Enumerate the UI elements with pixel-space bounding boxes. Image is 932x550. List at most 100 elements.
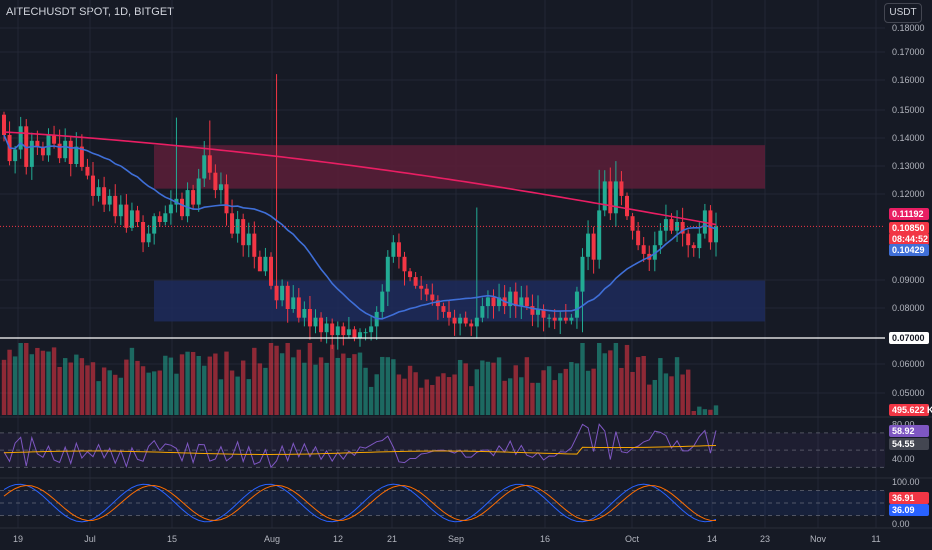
volume-bar (341, 353, 346, 415)
volume-bar (652, 379, 658, 415)
candle-body (586, 233, 591, 257)
volume-bar (713, 405, 719, 415)
volume-bar (658, 358, 663, 415)
support-label: 0.07000 (892, 333, 925, 343)
candle-body (241, 219, 246, 246)
candle-body (675, 222, 680, 231)
volume-bar (363, 367, 368, 415)
candle-body (2, 114, 6, 135)
candle-body (452, 317, 457, 324)
y-tick-label: 0.12000 (892, 189, 925, 199)
volume-bar (407, 365, 413, 415)
candle-body (213, 172, 218, 191)
candle-body (141, 222, 146, 243)
volume-bar (391, 359, 396, 415)
volume-bar (602, 353, 607, 415)
candle-body (380, 291, 385, 312)
y-tick-label: 0.13000 (892, 161, 925, 171)
volume-bar (585, 370, 591, 415)
candle-body (558, 317, 563, 321)
candle-body (40, 146, 45, 156)
y-tick-label: 0.15000 (892, 105, 925, 115)
candle-body (218, 184, 223, 191)
volume-bar (346, 357, 352, 415)
volume-bar (368, 386, 374, 415)
candle-body (319, 317, 324, 333)
volume-bar (257, 363, 263, 415)
volume-bar (274, 345, 279, 415)
y-tick-label: 0.09000 (892, 275, 925, 285)
volume-bar (352, 354, 357, 415)
currency-button[interactable]: USDT (884, 3, 922, 23)
volume-bar (574, 363, 580, 415)
candle-body (302, 309, 307, 318)
candle-body (346, 329, 351, 336)
volume-bar (452, 374, 457, 415)
candle-body (46, 135, 51, 156)
candle-body (18, 126, 23, 150)
candle-body (580, 256, 585, 292)
x-tick-label: Aug (264, 534, 280, 544)
candle-body (591, 233, 596, 260)
y-tick-label: 0.18000 (892, 23, 925, 33)
candle-body (341, 326, 346, 336)
x-tick-label: 23 (760, 534, 770, 544)
candle-body (274, 285, 279, 301)
candle-body (430, 294, 435, 301)
last-price-label-box (889, 222, 929, 234)
volume-bar (302, 362, 307, 415)
candle-body (252, 233, 257, 257)
volume-bar (12, 356, 18, 415)
x-tick-label: 11 (871, 534, 880, 544)
volume-bar (74, 354, 79, 415)
candle-body (485, 297, 490, 307)
volume-bar (62, 358, 68, 415)
candle-body (597, 210, 602, 260)
y-tick-label: 0.06000 (892, 359, 925, 369)
volume-bar (480, 360, 485, 415)
stoch-tick-label: 100.00 (892, 477, 920, 487)
volume-bar (463, 363, 468, 415)
candle-body (185, 190, 190, 217)
candle-body (79, 146, 84, 167)
volume-bar (157, 370, 162, 415)
volume-bar (552, 380, 557, 415)
candle-body (180, 198, 184, 217)
volume-bar (218, 379, 224, 415)
y-tick-label: 0.16000 (892, 75, 925, 85)
candle-body (324, 323, 329, 333)
candle-body (469, 323, 474, 327)
volume-bar (151, 371, 157, 415)
volume-bar (68, 362, 73, 415)
volume-bar (702, 409, 708, 415)
volume-bar (196, 356, 201, 415)
volume-bar (558, 373, 563, 415)
candle-body (602, 181, 607, 211)
y-tick-label: 0.14000 (892, 133, 925, 143)
candle-body (230, 213, 235, 234)
volume-bar (85, 365, 90, 415)
volume-bar (530, 382, 535, 415)
volume-bar (441, 373, 446, 415)
volume-bar (279, 353, 285, 415)
volume-bar (519, 377, 524, 415)
volume-bar (35, 347, 40, 415)
candle-body (447, 311, 451, 318)
candle-body (13, 149, 18, 162)
volume-bar (402, 378, 407, 415)
candle-body (480, 306, 485, 318)
candle-body (419, 285, 424, 289)
volume-bar (396, 374, 402, 415)
candle-body (263, 256, 268, 272)
candle-body (124, 204, 129, 228)
volume-bar (374, 374, 379, 415)
y-tick-label: 0.05000 (892, 388, 925, 398)
volume-bar (146, 372, 151, 415)
volume-bar (224, 351, 229, 415)
candle-body (641, 245, 646, 254)
candle-body (269, 256, 273, 286)
volume-bar (163, 355, 168, 415)
candle-body (625, 195, 629, 217)
candle-body (519, 297, 524, 307)
